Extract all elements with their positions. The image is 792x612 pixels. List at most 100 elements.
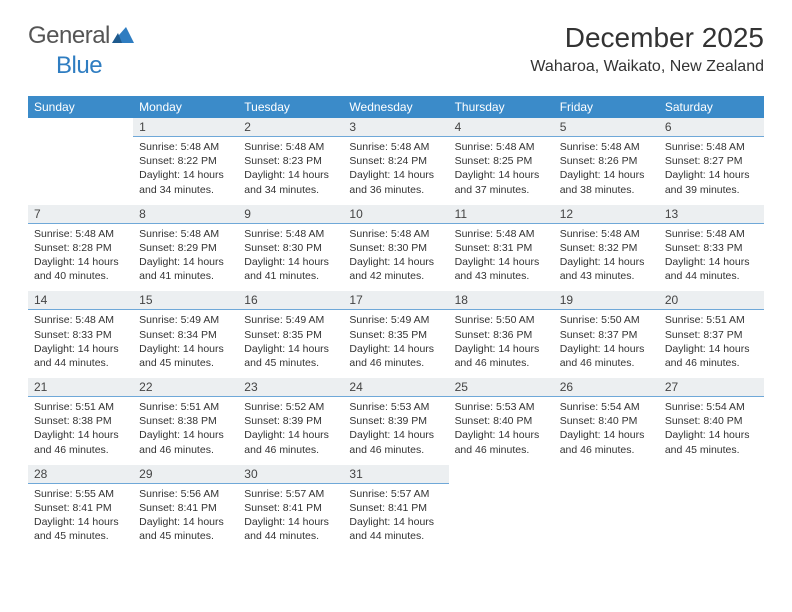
day-number-cell: 31 — [343, 465, 448, 484]
day-number-cell: 2 — [238, 118, 343, 137]
day-number-cell: 24 — [343, 378, 448, 397]
day-number-cell: 20 — [659, 291, 764, 310]
sunset-line: Sunset: 8:41 PM — [139, 501, 232, 515]
day-number-cell: 12 — [554, 205, 659, 224]
day-content-cell: Sunrise: 5:48 AMSunset: 8:25 PMDaylight:… — [449, 137, 554, 205]
day-number-cell — [28, 118, 133, 137]
daylight-line: Daylight: 14 hours and 36 minutes. — [349, 168, 442, 196]
sunrise-line: Sunrise: 5:48 AM — [34, 313, 127, 327]
day-number-cell — [449, 465, 554, 484]
day-content-cell: Sunrise: 5:53 AMSunset: 8:39 PMDaylight:… — [343, 397, 448, 465]
day-content-cell — [449, 483, 554, 551]
day-content-cell: Sunrise: 5:49 AMSunset: 8:35 PMDaylight:… — [238, 310, 343, 378]
day-number-cell: 22 — [133, 378, 238, 397]
logo-triangle-icon — [112, 25, 134, 48]
sunrise-line: Sunrise: 5:48 AM — [665, 227, 758, 241]
day-content-cell: Sunrise: 5:48 AMSunset: 8:30 PMDaylight:… — [343, 223, 448, 291]
sunset-line: Sunset: 8:31 PM — [455, 241, 548, 255]
daylight-line: Daylight: 14 hours and 41 minutes. — [139, 255, 232, 283]
daylight-line: Daylight: 14 hours and 45 minutes. — [665, 428, 758, 456]
day-number-cell: 16 — [238, 291, 343, 310]
logo: General — [28, 22, 136, 50]
day-content-cell: Sunrise: 5:48 AMSunset: 8:24 PMDaylight:… — [343, 137, 448, 205]
sunset-line: Sunset: 8:25 PM — [455, 154, 548, 168]
day-number-cell: 25 — [449, 378, 554, 397]
calendar-table: Sunday Monday Tuesday Wednesday Thursday… — [28, 96, 764, 551]
sunrise-line: Sunrise: 5:48 AM — [244, 227, 337, 241]
sunrise-line: Sunrise: 5:48 AM — [560, 140, 653, 154]
day-number-cell: 6 — [659, 118, 764, 137]
day-content-cell: Sunrise: 5:49 AMSunset: 8:35 PMDaylight:… — [343, 310, 448, 378]
daylight-line: Daylight: 14 hours and 43 minutes. — [560, 255, 653, 283]
day-number-row: 123456 — [28, 118, 764, 137]
weekday-header: Monday — [133, 96, 238, 118]
daylight-line: Daylight: 14 hours and 46 minutes. — [139, 428, 232, 456]
day-content-cell: Sunrise: 5:48 AMSunset: 8:32 PMDaylight:… — [554, 223, 659, 291]
sunset-line: Sunset: 8:39 PM — [244, 414, 337, 428]
day-content-cell: Sunrise: 5:50 AMSunset: 8:37 PMDaylight:… — [554, 310, 659, 378]
sunrise-line: Sunrise: 5:48 AM — [455, 227, 548, 241]
daylight-line: Daylight: 14 hours and 45 minutes. — [34, 515, 127, 543]
daylight-line: Daylight: 14 hours and 37 minutes. — [455, 168, 548, 196]
sunset-line: Sunset: 8:38 PM — [139, 414, 232, 428]
sunset-line: Sunset: 8:40 PM — [665, 414, 758, 428]
sunset-line: Sunset: 8:37 PM — [560, 328, 653, 342]
sunset-line: Sunset: 8:35 PM — [244, 328, 337, 342]
day-content-cell: Sunrise: 5:48 AMSunset: 8:26 PMDaylight:… — [554, 137, 659, 205]
day-number-cell: 17 — [343, 291, 448, 310]
weekday-header: Thursday — [449, 96, 554, 118]
sunrise-line: Sunrise: 5:48 AM — [455, 140, 548, 154]
sunrise-line: Sunrise: 5:53 AM — [349, 400, 442, 414]
day-number-cell: 5 — [554, 118, 659, 137]
day-content-cell: Sunrise: 5:51 AMSunset: 8:37 PMDaylight:… — [659, 310, 764, 378]
sunset-line: Sunset: 8:33 PM — [665, 241, 758, 255]
day-number-cell: 21 — [28, 378, 133, 397]
daylight-line: Daylight: 14 hours and 38 minutes. — [560, 168, 653, 196]
weekday-header-row: Sunday Monday Tuesday Wednesday Thursday… — [28, 96, 764, 118]
sunrise-line: Sunrise: 5:48 AM — [560, 227, 653, 241]
sunset-line: Sunset: 8:36 PM — [455, 328, 548, 342]
day-content-cell: Sunrise: 5:48 AMSunset: 8:31 PMDaylight:… — [449, 223, 554, 291]
sunset-line: Sunset: 8:28 PM — [34, 241, 127, 255]
sunset-line: Sunset: 8:34 PM — [139, 328, 232, 342]
day-content-cell: Sunrise: 5:49 AMSunset: 8:34 PMDaylight:… — [133, 310, 238, 378]
sunrise-line: Sunrise: 5:54 AM — [560, 400, 653, 414]
day-number-cell: 18 — [449, 291, 554, 310]
day-number-cell: 3 — [343, 118, 448, 137]
sunrise-line: Sunrise: 5:48 AM — [34, 227, 127, 241]
day-content-cell: Sunrise: 5:57 AMSunset: 8:41 PMDaylight:… — [238, 483, 343, 551]
day-content-cell: Sunrise: 5:48 AMSunset: 8:33 PMDaylight:… — [28, 310, 133, 378]
sunset-line: Sunset: 8:41 PM — [244, 501, 337, 515]
sunrise-line: Sunrise: 5:51 AM — [665, 313, 758, 327]
sunset-line: Sunset: 8:32 PM — [560, 241, 653, 255]
sunrise-line: Sunrise: 5:48 AM — [665, 140, 758, 154]
day-number-cell: 7 — [28, 205, 133, 224]
day-content-cell: Sunrise: 5:48 AMSunset: 8:29 PMDaylight:… — [133, 223, 238, 291]
day-number-row: 28293031 — [28, 465, 764, 484]
daylight-line: Daylight: 14 hours and 45 minutes. — [139, 515, 232, 543]
sunrise-line: Sunrise: 5:48 AM — [139, 140, 232, 154]
sunrise-line: Sunrise: 5:51 AM — [139, 400, 232, 414]
day-number-cell: 11 — [449, 205, 554, 224]
day-content-cell — [659, 483, 764, 551]
daylight-line: Daylight: 14 hours and 39 minutes. — [665, 168, 758, 196]
daylight-line: Daylight: 14 hours and 45 minutes. — [244, 342, 337, 370]
daylight-line: Daylight: 14 hours and 42 minutes. — [349, 255, 442, 283]
day-content-cell — [28, 137, 133, 205]
sunset-line: Sunset: 8:40 PM — [560, 414, 653, 428]
daylight-line: Daylight: 14 hours and 46 minutes. — [560, 342, 653, 370]
location-subtitle: Waharoa, Waikato, New Zealand — [530, 58, 764, 76]
daylight-line: Daylight: 14 hours and 34 minutes. — [139, 168, 232, 196]
day-number-cell: 10 — [343, 205, 448, 224]
day-number-cell: 14 — [28, 291, 133, 310]
daylight-line: Daylight: 14 hours and 43 minutes. — [455, 255, 548, 283]
day-content-cell: Sunrise: 5:57 AMSunset: 8:41 PMDaylight:… — [343, 483, 448, 551]
day-number-cell: 1 — [133, 118, 238, 137]
day-number-cell: 4 — [449, 118, 554, 137]
day-content-cell: Sunrise: 5:55 AMSunset: 8:41 PMDaylight:… — [28, 483, 133, 551]
sunset-line: Sunset: 8:23 PM — [244, 154, 337, 168]
sunset-line: Sunset: 8:41 PM — [34, 501, 127, 515]
sunset-line: Sunset: 8:38 PM — [34, 414, 127, 428]
day-content-cell: Sunrise: 5:51 AMSunset: 8:38 PMDaylight:… — [28, 397, 133, 465]
day-number-cell: 9 — [238, 205, 343, 224]
